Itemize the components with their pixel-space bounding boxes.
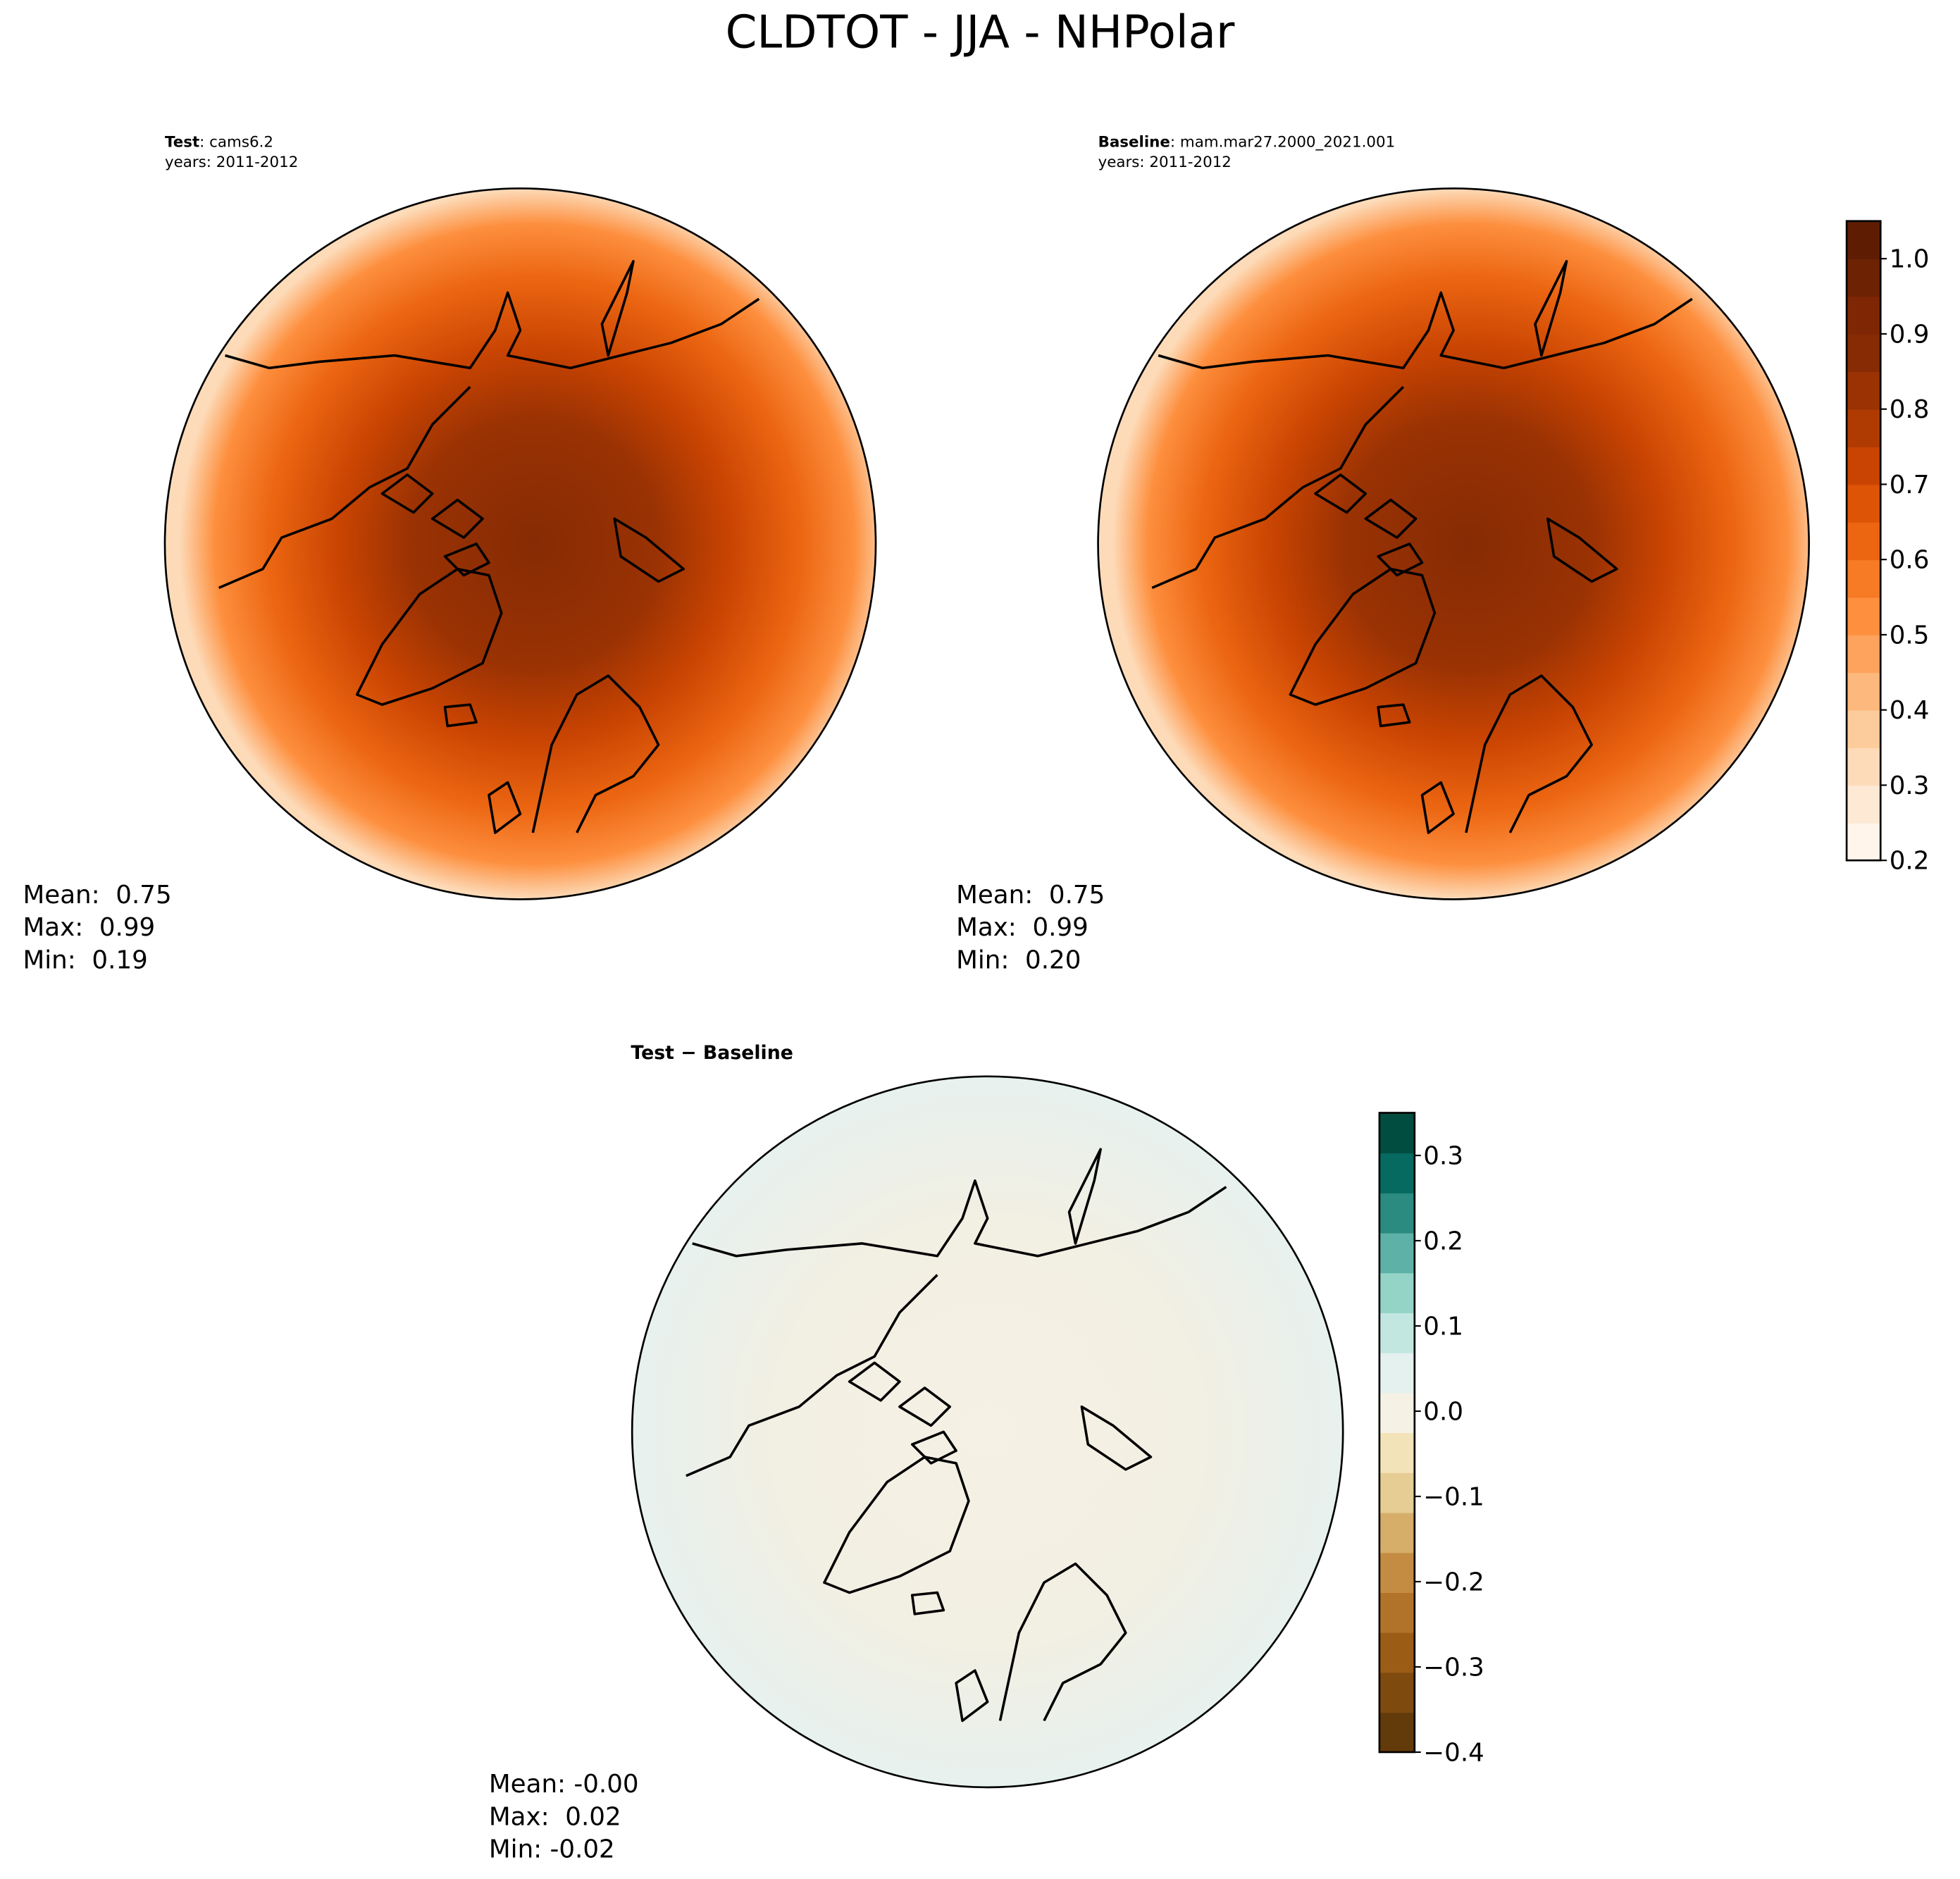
colorbar-segment [1379, 1592, 1415, 1633]
colorbar-segment [1379, 1712, 1415, 1753]
colorbar-segment [1379, 1512, 1415, 1554]
colorbar-segment [1847, 634, 1881, 674]
colorbar-tick-label: 0.4 [1890, 696, 1930, 725]
stat-line: Mean: 0.75 [956, 881, 1105, 910]
colorbar-tick-label: −0.1 [1423, 1482, 1484, 1511]
colorbar-segment [1379, 1392, 1415, 1434]
panel-years: years: 2011-2012 [165, 154, 298, 171]
colorbar-segment [1379, 1272, 1415, 1313]
map-disk [631, 1075, 1344, 1789]
stat-line: Max: 0.99 [23, 913, 156, 942]
panel-years: years: 2011-2012 [1098, 154, 1232, 171]
colorbar-segment [1847, 785, 1881, 824]
colorbar-tick-label: 1.0 [1890, 245, 1930, 274]
figure-title: CLDTOT - JJA - NHPolar [726, 6, 1235, 59]
map-test [163, 187, 877, 900]
colorbar-frame [1845, 220, 1882, 862]
colorbar-tick-label: −0.3 [1423, 1653, 1484, 1682]
colorbar-segment [1847, 409, 1881, 447]
colorbar-tick-label: 0.2 [1423, 1227, 1463, 1255]
colorbar-tick-label: 0.3 [1890, 771, 1930, 800]
panel-label-bold: Test [165, 134, 199, 151]
colorbar-segment [1847, 521, 1881, 561]
colorbar-segment [1379, 1192, 1415, 1234]
colorbar-segment [1847, 447, 1881, 485]
panel-label: Baseline: mam.mar27.2000_2021.001 [1098, 134, 1396, 151]
colorbar-segment [1847, 822, 1881, 862]
stat-line: Min: 0.20 [956, 946, 1081, 975]
colorbar-segment [1847, 221, 1881, 260]
stat-line: Mean: 0.75 [23, 881, 172, 910]
stat-line: Mean: -0.00 [489, 1770, 639, 1799]
panel-label-bold: Baseline [1098, 134, 1170, 151]
colorbar-segment [1379, 1632, 1415, 1673]
colorbar-tick-label: −0.4 [1423, 1738, 1484, 1767]
colorbar-segment [1379, 1552, 1415, 1593]
colorbar-segment [1847, 672, 1881, 711]
colorbar-segment [1847, 333, 1881, 373]
colorbar-segment [1379, 1432, 1415, 1473]
colorbar-segment [1847, 748, 1881, 786]
stat-line: Max: 0.99 [956, 913, 1088, 942]
map-disk [1097, 187, 1810, 900]
colorbar-tick-label: 0.5 [1890, 621, 1930, 650]
colorbar-tick-label: 0.2 [1890, 847, 1930, 876]
colorbar-segment [1379, 1313, 1415, 1353]
panel-label-rest: : cams6.2 [199, 134, 273, 151]
colorbar-tick-label: 0.6 [1890, 546, 1930, 575]
stat-line: Min: 0.19 [23, 946, 148, 975]
colorbar-frame [1378, 1112, 1416, 1754]
colorbar-tick-label: 0.7 [1890, 471, 1930, 500]
colorbar-tick-label: 0.9 [1890, 320, 1930, 349]
map-disk [163, 187, 877, 900]
colorbar-segment [1379, 1232, 1415, 1274]
stat-line: Min: -0.02 [489, 1835, 615, 1864]
colorbar-segment [1847, 259, 1881, 297]
colorbar-segment [1379, 1112, 1415, 1154]
colorbar-segment [1847, 296, 1881, 335]
colorbar-segment [1847, 597, 1881, 635]
colorbar-segment [1847, 484, 1881, 523]
colorbar-segment [1379, 1153, 1415, 1193]
colorbar-tick-label: 0.8 [1890, 395, 1930, 424]
stat-line: Max: 0.02 [489, 1802, 621, 1831]
colorbar-segment [1379, 1472, 1415, 1513]
panel-label-rest: : mam.mar27.2000_2021.001 [1170, 134, 1395, 151]
colorbar-tick-label: 0.1 [1423, 1312, 1463, 1341]
colorbar-segment [1379, 1672, 1415, 1713]
colorbar-segment [1379, 1352, 1415, 1394]
colorbar-segment [1847, 709, 1881, 748]
panel-label: Test: cams6.2 [165, 134, 273, 151]
panel-label: Test − Baseline [631, 1042, 793, 1064]
colorbar-tick-label: 0.3 [1423, 1141, 1463, 1170]
map-baseline [1097, 187, 1810, 900]
colorbar-tick-label: −0.2 [1423, 1568, 1484, 1596]
colorbar-tick-label: 0.0 [1423, 1397, 1463, 1426]
map-difference [631, 1075, 1344, 1789]
colorbar-segment [1847, 559, 1881, 598]
colorbar-segment [1847, 371, 1881, 410]
